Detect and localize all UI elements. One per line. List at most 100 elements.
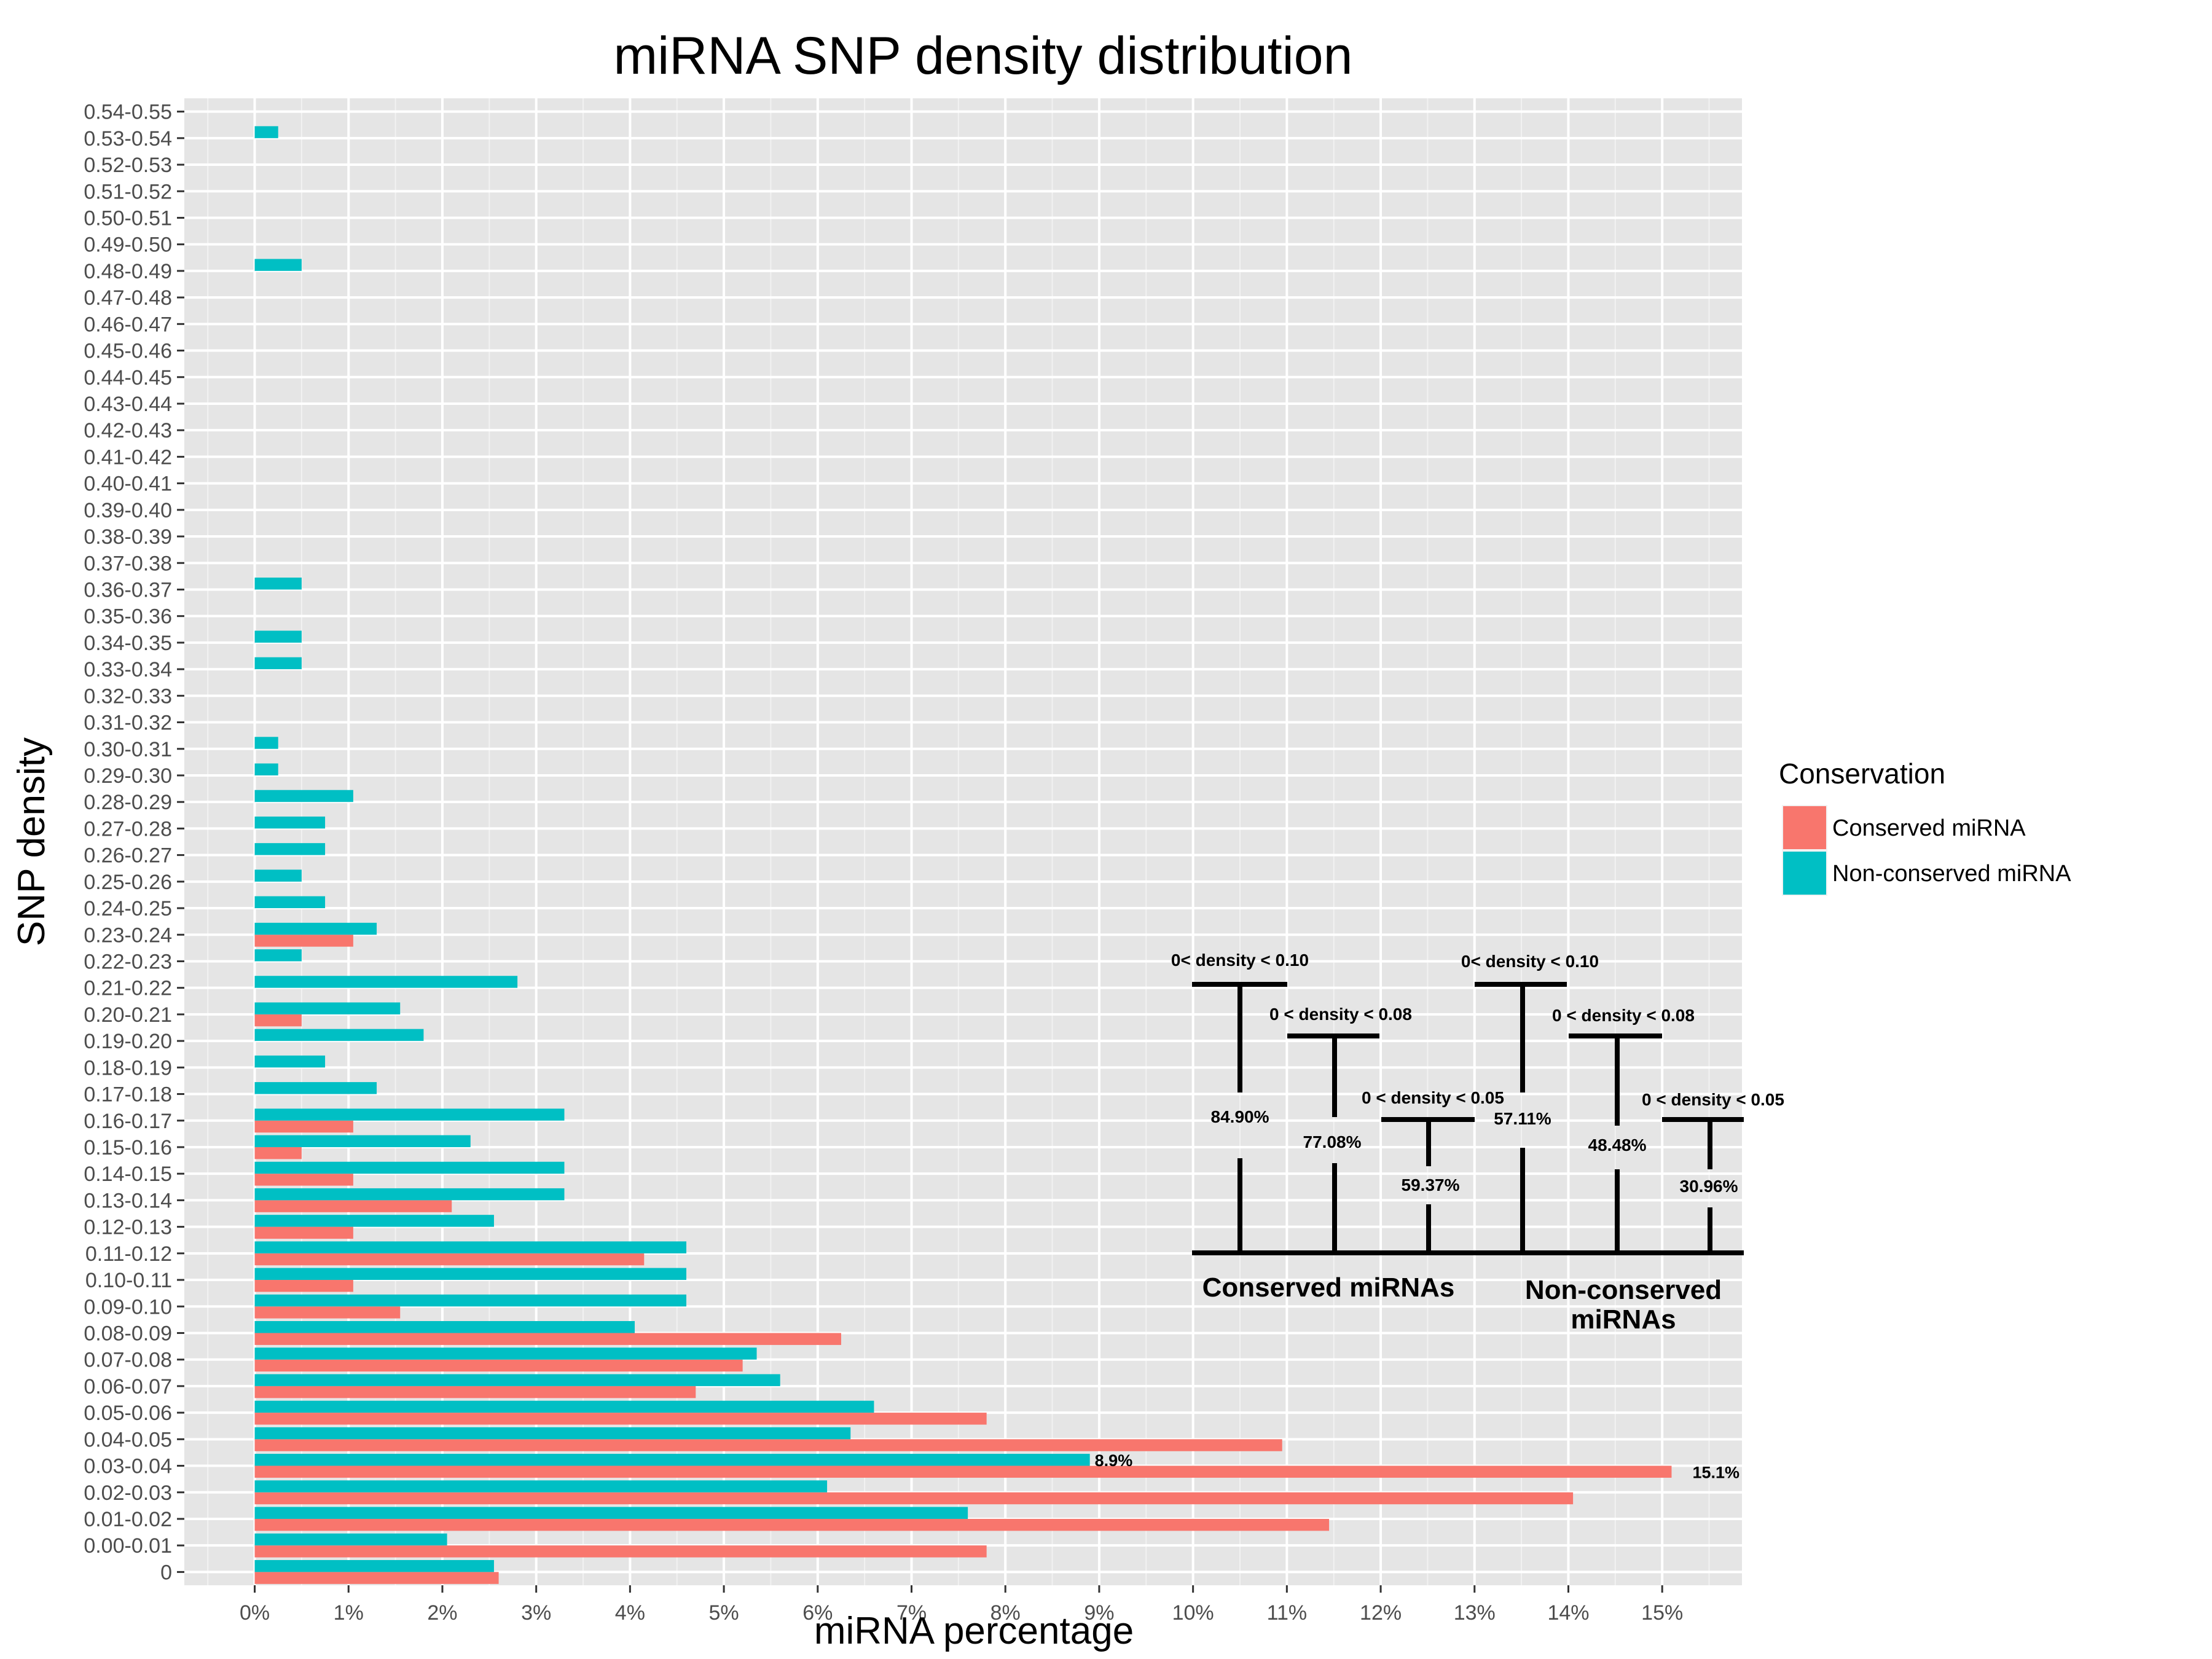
- bracket-percent-cons-010: 84.90%: [1211, 1107, 1269, 1126]
- bars-layer: [254, 126, 1672, 1584]
- y-tick-label-0.14-0.15: 0.14-0.15: [84, 1163, 172, 1186]
- data-label-noncons-0.03-0.04: 8.9%: [1095, 1451, 1133, 1470]
- y-tick-label-0.31-0.32: 0.31-0.32: [84, 712, 172, 735]
- bar-nonconserved-0.14-0.15: [254, 1161, 565, 1174]
- group-label-nonconserved-line1: Non-conserved: [1525, 1275, 1722, 1305]
- y-tick-label-0.13-0.14: 0.13-0.14: [84, 1189, 172, 1212]
- x-tick-label-10: 10%: [1172, 1601, 1214, 1625]
- y-tick-label-0.03-0.04: 0.03-0.04: [84, 1455, 172, 1478]
- y-tick-label-0.40-0.41: 0.40-0.41: [84, 473, 172, 496]
- x-tick-label-7: 7%: [896, 1601, 927, 1625]
- y-tick-label-0.42-0.43: 0.42-0.43: [84, 419, 172, 442]
- bracket-labels: 0< density < 0.10 84.90% 0 < density < 0…: [1171, 951, 1784, 1335]
- bracket-annotation: [1192, 982, 1744, 1255]
- bar-conserved-0.03-0.04: [254, 1465, 1672, 1478]
- y-tick-label-0.05-0.06: 0.05-0.06: [84, 1402, 172, 1425]
- bar-nonconserved-0.07-0.08: [254, 1347, 757, 1360]
- bar-nonconserved-0.04-0.05: [254, 1427, 851, 1440]
- y-tick-label-0.50-0.51: 0.50-0.51: [84, 206, 172, 230]
- bar-conserved-0.10-0.11: [254, 1280, 353, 1292]
- bar-conserved-0.23-0.24: [254, 935, 353, 947]
- bar-conserved-0.08-0.09: [254, 1333, 841, 1345]
- y-axis: 0 0.00-0.01 0.01-0.02 0.02-0.03 0.03-0.04 0.0…: [84, 101, 184, 1584]
- bar-nonconserved-0.22-0.23: [254, 949, 302, 962]
- y-tick-label-0.00-0.01: 0.00-0.01: [84, 1534, 172, 1558]
- y-tick-label-0.28-0.29: 0.28-0.29: [84, 791, 172, 814]
- x-tick-label-4: 4%: [615, 1601, 645, 1625]
- group-label-conserved: Conserved miRNAs: [1202, 1273, 1455, 1303]
- y-axis-title: SNP density: [10, 737, 53, 946]
- y-tick-label-0.29-0.30: 0.29-0.30: [84, 764, 172, 788]
- bar-nonconserved-0.48-0.49: [254, 259, 302, 271]
- y-tick-label-0.52-0.53: 0.52-0.53: [84, 154, 172, 177]
- bar-nonconserved-0.05-0.06: [254, 1400, 874, 1413]
- bar-nonconserved-0.03-0.04: [254, 1454, 1090, 1466]
- y-tick-label-0.48-0.49: 0.48-0.49: [84, 260, 172, 283]
- legend-swatch-nonconserved: [1783, 852, 1826, 895]
- legend-title: Conservation: [1779, 758, 1945, 790]
- bar-nonconserved-0.08-0.09: [254, 1321, 635, 1333]
- bar-conserved-0.13-0.14: [254, 1200, 452, 1212]
- y-tick-label-0.19-0.20: 0.19-0.20: [84, 1030, 172, 1053]
- y-tick-label-0.49-0.50: 0.49-0.50: [84, 233, 172, 257]
- data-label-cons-0.03-0.04: 15.1%: [1692, 1463, 1739, 1481]
- group-label-nonconserved-line2: miRNAs: [1571, 1304, 1676, 1335]
- bar-nonconserved-0.36-0.37: [254, 578, 302, 590]
- bracket-range-noncons-008: 0 < density < 0.08: [1552, 1006, 1695, 1025]
- bar-conserved-0: [254, 1572, 499, 1584]
- bar-nonconserved-0.18-0.19: [254, 1055, 326, 1068]
- x-tick-label-13: 13%: [1454, 1601, 1496, 1625]
- y-tick-label-0.23-0.24: 0.23-0.24: [84, 924, 172, 947]
- bar-nonconserved-0.02-0.03: [254, 1480, 828, 1492]
- y-tick-label-0.54-0.55: 0.54-0.55: [84, 101, 172, 124]
- y-tick-label-0.17-0.18: 0.17-0.18: [84, 1083, 172, 1107]
- y-tick-label-0.01-0.02: 0.01-0.02: [84, 1508, 172, 1531]
- bracket-percent-noncons-005: 30.96%: [1680, 1177, 1738, 1196]
- bar-nonconserved-0.53-0.54: [254, 126, 278, 138]
- y-tick-label-0.41-0.42: 0.41-0.42: [84, 445, 172, 469]
- bar-conserved-0.14-0.15: [254, 1174, 353, 1186]
- x-tick-label-8: 8%: [990, 1601, 1021, 1625]
- bar-nonconserved-0.28-0.29: [254, 790, 353, 802]
- bar-nonconserved-0.33-0.34: [254, 657, 302, 670]
- x-tick-label-1: 1%: [334, 1601, 364, 1625]
- y-tick-label-0.46-0.47: 0.46-0.47: [84, 313, 172, 336]
- bar-nonconserved-0.00-0.01: [254, 1533, 447, 1546]
- y-tick-label-0.10-0.11: 0.10-0.11: [85, 1269, 172, 1292]
- y-tick-label-0.47-0.48: 0.47-0.48: [84, 286, 172, 310]
- y-tick-label-0.08-0.09: 0.08-0.09: [84, 1322, 172, 1345]
- y-tick-label-0.51-0.52: 0.51-0.52: [84, 180, 172, 203]
- y-tick-label-0.37-0.38: 0.37-0.38: [84, 552, 172, 575]
- y-tick-label-0.43-0.44: 0.43-0.44: [84, 393, 172, 416]
- x-tick-label-6: 6%: [802, 1601, 833, 1625]
- bar-nonconserved-0.01-0.02: [254, 1507, 968, 1519]
- grid-minor: [207, 98, 1710, 1585]
- bracket-range-cons-005: 0 < density < 0.05: [1362, 1088, 1504, 1107]
- bar-nonconserved-0.20-0.21: [254, 1002, 401, 1014]
- x-tick-label-15: 15%: [1641, 1601, 1683, 1625]
- bar-nonconserved-0.26-0.27: [254, 843, 326, 855]
- y-tick-label-0.16-0.17: 0.16-0.17: [84, 1110, 172, 1133]
- bar-conserved-0.02-0.03: [254, 1492, 1574, 1505]
- y-tick-label-0.06-0.07: 0.06-0.07: [84, 1375, 172, 1398]
- y-tick-label-0.30-0.31: 0.30-0.31: [84, 738, 172, 761]
- bar-conserved-0.09-0.10: [254, 1306, 401, 1319]
- bar-nonconserved-0.12-0.13: [254, 1215, 494, 1227]
- bar-conserved-0.11-0.12: [254, 1253, 645, 1266]
- y-tick-label-0.34-0.35: 0.34-0.35: [84, 632, 172, 655]
- bracket-range-noncons-010: 0< density < 0.10: [1461, 952, 1599, 971]
- chart-title: miRNA SNP density distribution: [614, 26, 1353, 85]
- bar-nonconserved-0.23-0.24: [254, 922, 377, 935]
- bar-nonconserved-0.25-0.26: [254, 869, 302, 882]
- bar-nonconserved-0.10-0.11: [254, 1268, 687, 1281]
- y-tick-label-0.04-0.05: 0.04-0.05: [84, 1428, 172, 1451]
- x-axis-title: miRNA percentage: [814, 1610, 1134, 1652]
- bracket-percent-cons-005: 59.37%: [1402, 1175, 1460, 1194]
- bar-conserved-0.06-0.07: [254, 1386, 696, 1398]
- y-tick-label-0.15-0.16: 0.15-0.16: [84, 1136, 172, 1159]
- bar-nonconserved-0.15-0.16: [254, 1135, 471, 1147]
- y-tick-label-0.53-0.54: 0.53-0.54: [84, 127, 172, 151]
- y-tick-label-0.07-0.08: 0.07-0.08: [84, 1349, 172, 1372]
- x-tick-label-0: 0%: [240, 1601, 270, 1625]
- x-tick-label-3: 3%: [521, 1601, 551, 1625]
